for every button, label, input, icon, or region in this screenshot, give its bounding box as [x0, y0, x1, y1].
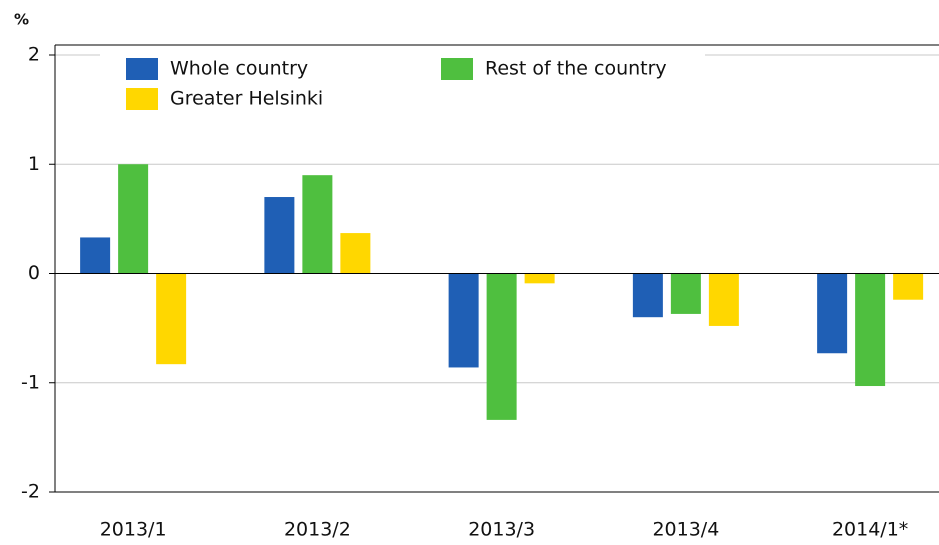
bar	[156, 273, 187, 365]
x-tick-label: 2013/2	[284, 519, 351, 541]
legend-label: Greater Helsinki	[170, 88, 323, 110]
x-tick-label: 2013/4	[652, 519, 719, 541]
y-tick-label: -1	[21, 371, 40, 393]
y-axis-label: %	[14, 11, 29, 29]
bar	[302, 175, 333, 274]
bar	[855, 273, 886, 387]
x-tick-label: 2014/1*	[832, 519, 908, 541]
bar	[632, 273, 663, 318]
legend-swatch	[126, 88, 158, 110]
bar	[524, 273, 555, 284]
bar	[893, 273, 924, 300]
bar	[118, 164, 149, 274]
x-tick-label: 2013/3	[468, 519, 535, 541]
bar	[817, 273, 848, 354]
bar	[80, 237, 111, 274]
y-tick-label: -2	[21, 481, 40, 503]
bar	[486, 273, 517, 420]
legend-label: Whole country	[170, 58, 308, 80]
y-tick-label: 2	[28, 44, 40, 66]
bar	[708, 273, 739, 326]
bar	[264, 197, 295, 274]
bar	[448, 273, 479, 368]
legend-label: Rest of the country	[485, 58, 667, 80]
y-tick-label: 1	[28, 153, 40, 175]
y-tick-label: 0	[28, 262, 40, 284]
bar	[670, 273, 701, 314]
legend-swatch	[126, 58, 158, 80]
legend-box	[100, 48, 705, 116]
bar	[340, 233, 371, 274]
x-tick-label: 2013/1	[100, 519, 167, 541]
legend-swatch	[441, 58, 473, 80]
